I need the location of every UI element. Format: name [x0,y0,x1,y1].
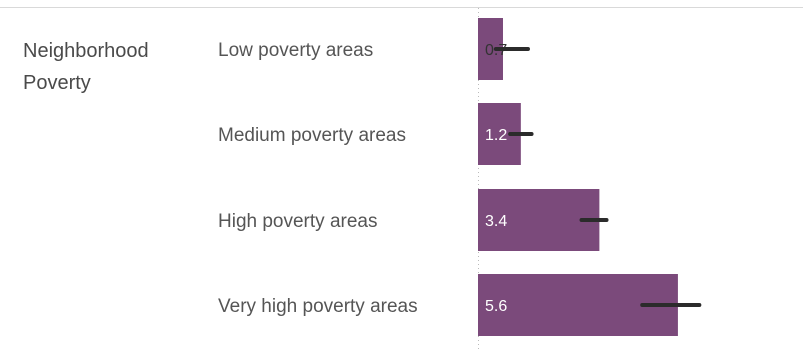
category-label: Medium poverty areas [218,125,406,146]
group-label-line-2: Poverty [23,72,91,94]
data-label: 3.4 [485,213,507,230]
group-label-line-1: Neighborhood [23,40,149,62]
data-label: 5.6 [485,298,507,315]
group-label: Neighborhood Poverty [23,35,203,99]
data-label: 1.2 [485,127,507,144]
category-label: Very high poverty areas [218,296,418,317]
category-label: Low poverty areas [218,40,373,61]
bar [478,189,600,251]
top-divider [0,7,803,8]
category-label: High poverty areas [218,211,377,232]
